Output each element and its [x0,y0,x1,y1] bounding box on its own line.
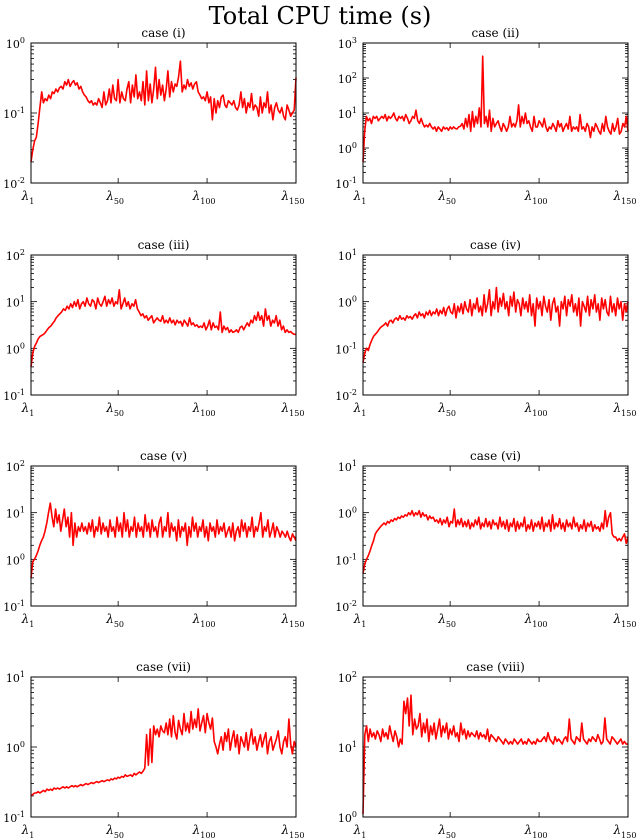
x-tick-label: λ150 [281,401,305,418]
y-tick-label: 100 [6,552,25,567]
y-tick-label: 100 [6,36,25,51]
y-tick-label: 103 [338,36,357,51]
series-line [30,708,297,797]
y-tick-label: 101 [6,295,25,310]
series-line [362,55,629,162]
series-line [30,60,297,163]
series-line [30,502,297,578]
x-tick-label: λ1 [353,401,367,418]
x-tick-label: λ150 [613,401,637,418]
x-tick-label: λ100 [192,612,216,629]
chart-panel: case (ii) 10-1 100 101 102 103 λ1 λ50 λ100 λ150 [335,26,636,206]
series-line [362,286,629,363]
axes-box [362,42,629,184]
x-tick-label: λ1 [21,823,35,838]
y-tick-label: 100 [338,810,357,825]
y-tick-label: 100 [338,141,357,156]
x-tick-label: λ150 [613,823,637,838]
axes-box [30,254,297,396]
y-tick-label: 101 [6,670,25,685]
chart-panel: case (iii) 10-1 100 101 102 λ1 λ50 λ100 λ150 [3,238,304,418]
y-tick-label: 10-1 [3,599,25,614]
y-tick-label: 10-2 [335,388,357,403]
y-tick-label: 100 [338,295,357,310]
chart-panel: case (viii) 100 101 102 λ1 λ50 λ100 λ150 [338,660,637,838]
axes-box [30,676,297,818]
panel-title: case (iv) [470,238,521,252]
panel-title: case (vii) [136,660,191,674]
y-tick-label: 10-1 [3,810,25,825]
series-line [362,694,628,815]
x-tick-label: λ100 [192,823,216,838]
x-tick-label: λ150 [613,612,637,629]
axes-box [362,676,629,818]
x-tick-label: λ1 [353,823,367,838]
panel-title: case (vi) [470,449,521,463]
y-tick-label: 100 [6,740,25,755]
series-line [362,508,629,574]
panel-title: case (ii) [472,26,520,40]
x-tick-label: λ50 [437,401,456,418]
panel-title: case (viii) [466,660,525,674]
x-tick-label: λ50 [105,189,124,206]
x-tick-label: λ1 [21,189,35,206]
x-tick-label: λ100 [192,189,216,206]
y-tick-label: 10-2 [335,599,357,614]
y-tick-label: 101 [338,248,357,263]
x-tick-label: λ100 [524,401,548,418]
axes-box [362,465,629,607]
y-tick-label: 10-1 [335,341,357,356]
axes-box [30,42,297,184]
x-tick-label: λ1 [353,189,367,206]
x-tick-label: λ1 [21,612,35,629]
y-tick-label: 10-1 [335,176,357,191]
y-tick-label: 10-1 [3,388,25,403]
x-tick-label: λ100 [524,612,548,629]
x-tick-label: λ150 [281,612,305,629]
x-tick-label: λ50 [437,823,456,838]
chart-panel: case (vii) 10-1 100 101 λ1 λ50 λ100 λ150 [3,660,304,838]
x-tick-label: λ50 [105,823,124,838]
chart-panel: case (vi) 10-2 10-1 100 101 λ1 λ50 λ100 λ150 [335,449,636,629]
y-tick-label: 101 [338,740,357,755]
panel-title: case (iii) [138,238,190,252]
panel-title: case (v) [140,449,187,463]
x-tick-label: λ150 [281,189,305,206]
y-tick-label: 10-1 [3,106,25,121]
y-tick-label: 102 [338,670,357,685]
y-tick-label: 102 [6,248,25,263]
x-tick-label: λ100 [192,401,216,418]
axes-box [30,465,297,607]
y-tick-label: 101 [338,459,357,474]
x-tick-label: λ100 [524,823,548,838]
x-tick-label: λ1 [21,401,35,418]
y-tick-label: 10-2 [3,176,25,191]
y-tick-label: 101 [338,106,357,121]
x-tick-label: λ150 [613,189,637,206]
y-tick-label: 102 [6,459,25,474]
y-tick-label: 100 [6,341,25,356]
chart-panel: case (v) 10-1 100 101 102 λ1 λ50 λ100 λ150 [3,449,304,629]
x-tick-label: λ1 [353,612,367,629]
y-tick-label: 101 [6,506,25,521]
chart-panel: case (i) 10-2 10-1 100 λ1 λ50 λ100 λ150 [3,26,304,206]
x-tick-label: λ50 [437,189,456,206]
axes-box [362,254,629,396]
figure-title: Total CPU time (s) [208,2,432,30]
y-tick-label: 10-1 [335,552,357,567]
x-tick-label: λ50 [105,612,124,629]
panel-title: case (i) [141,26,185,40]
x-tick-label: λ100 [524,189,548,206]
x-tick-label: λ50 [437,612,456,629]
x-tick-label: λ150 [281,823,305,838]
series-line [30,288,296,368]
x-tick-label: λ50 [105,401,124,418]
y-tick-label: 100 [338,506,357,521]
y-tick-label: 102 [338,71,357,86]
chart-panel: case (iv) 10-2 10-1 100 101 λ1 λ50 λ100 λ150 [335,238,636,418]
